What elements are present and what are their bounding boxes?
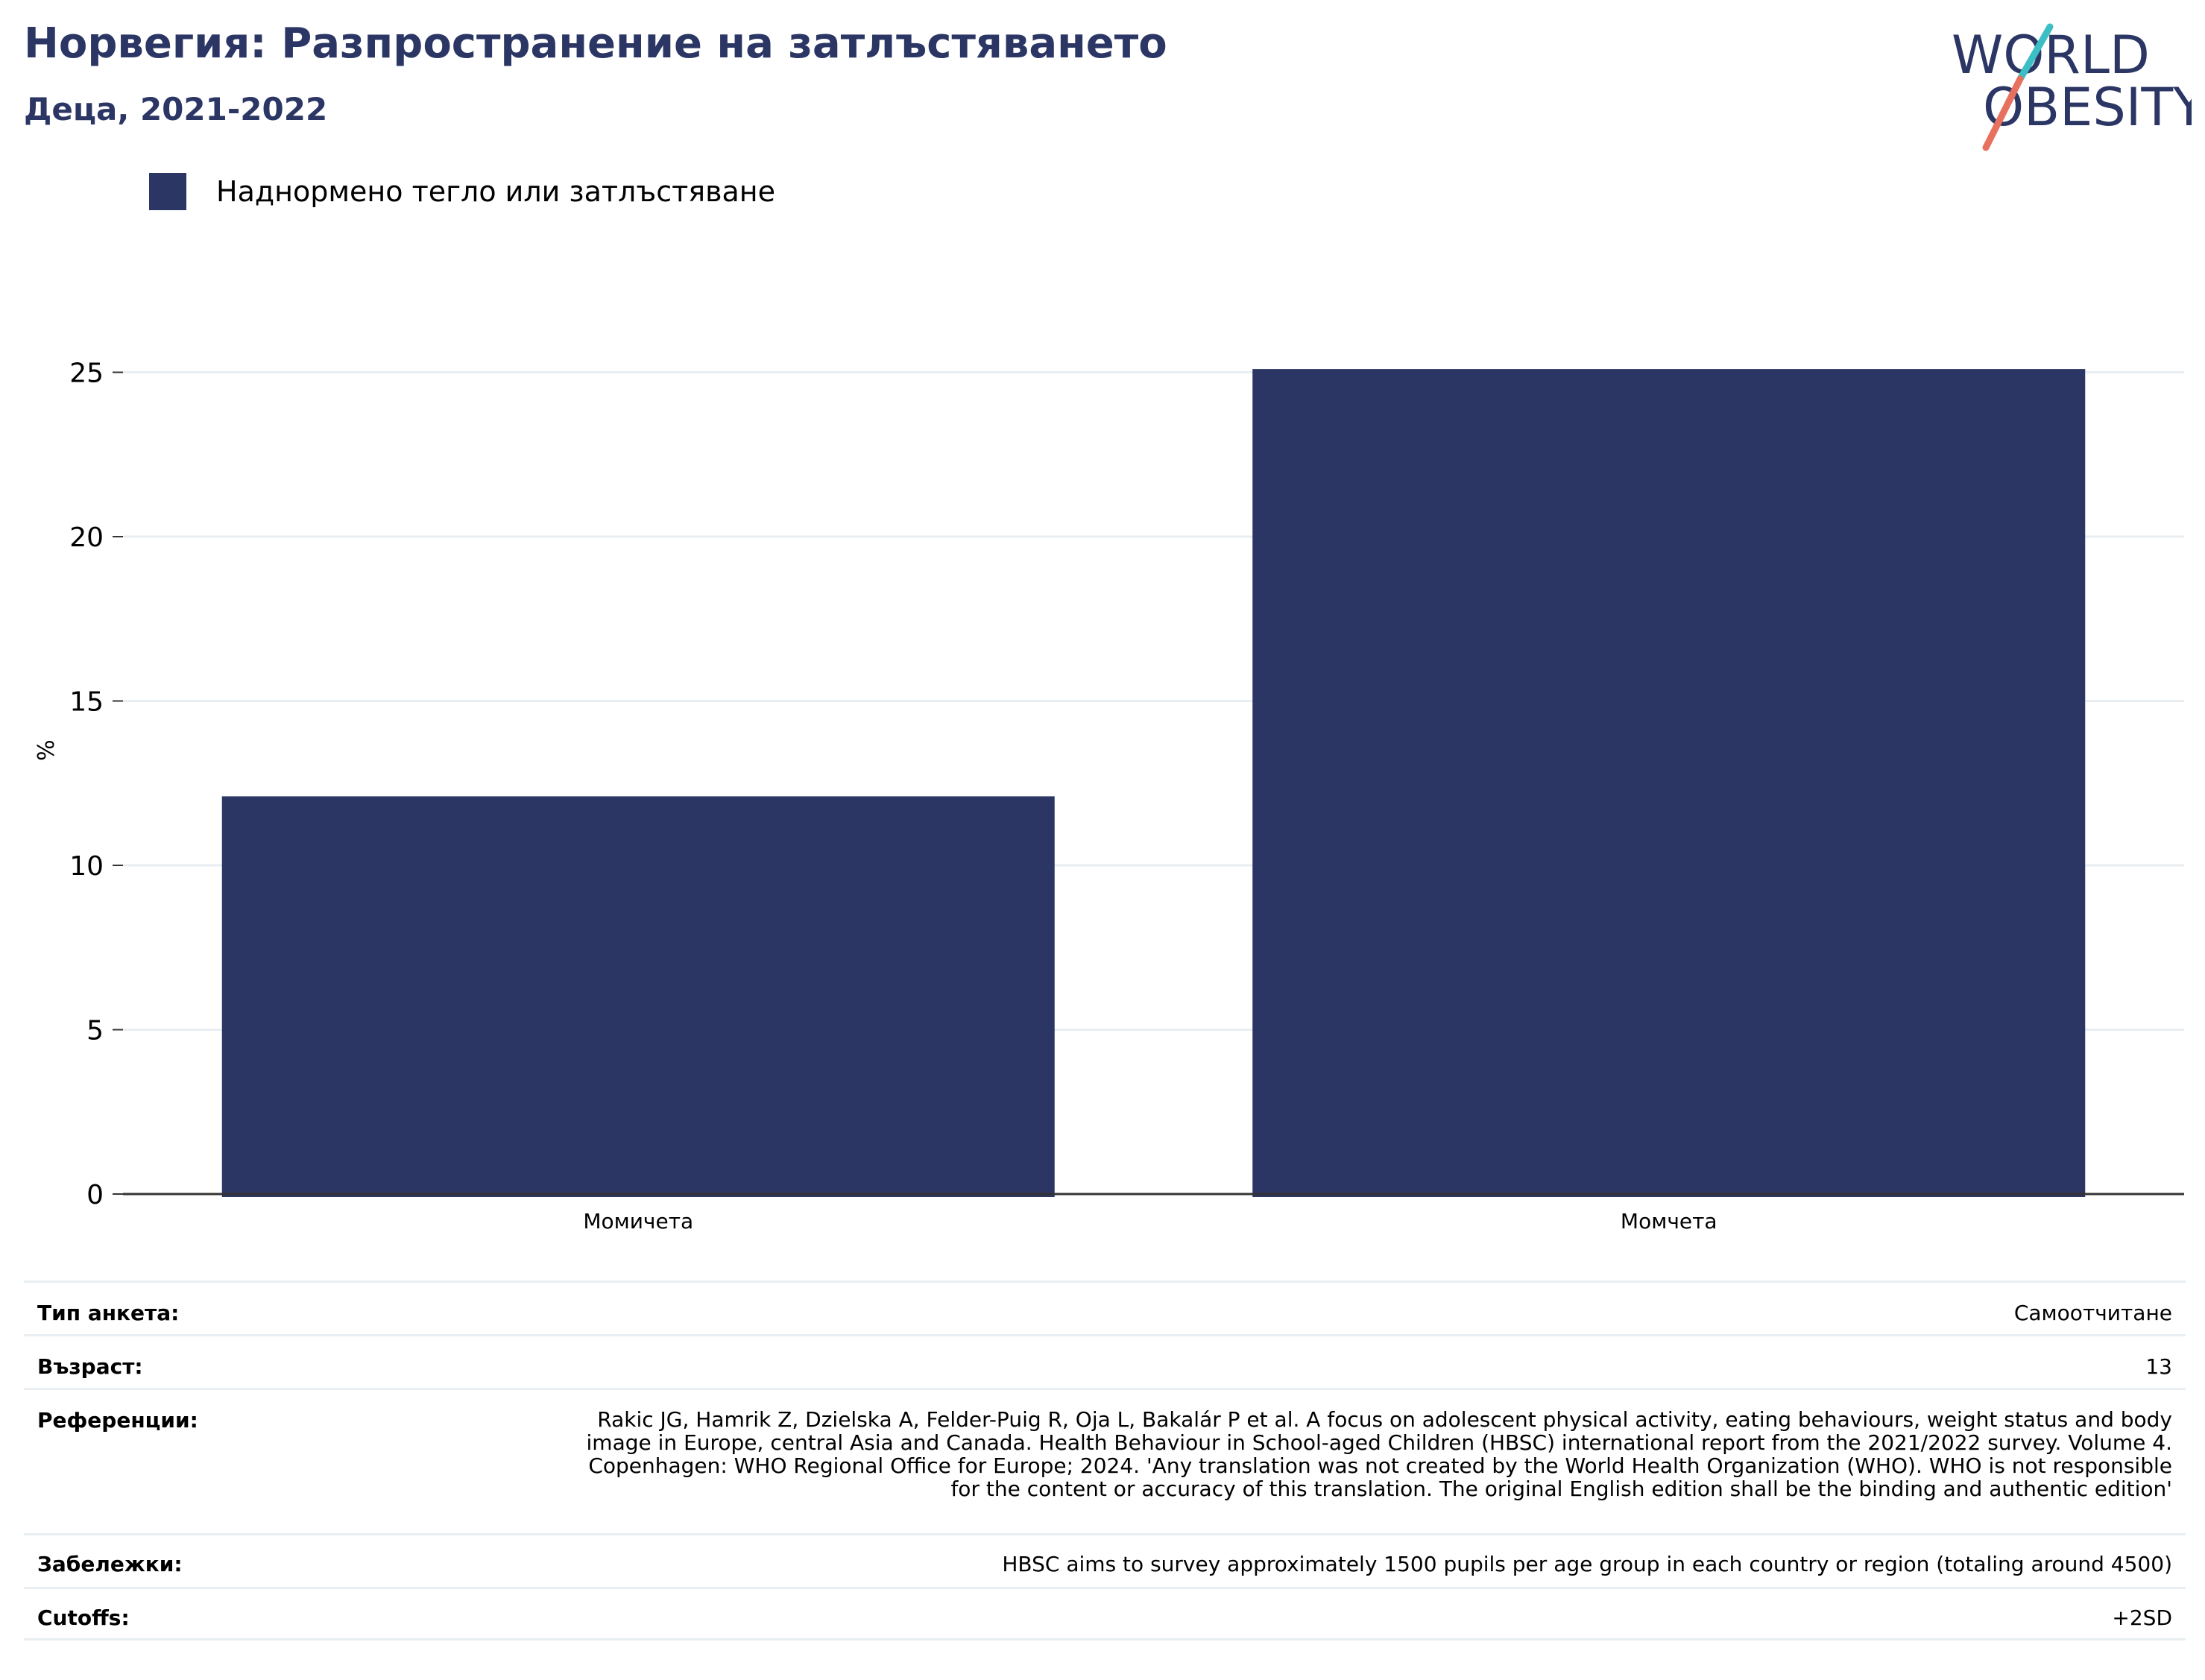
chart-title: Норвегия: Разпространение на затлъстяван…: [24, 19, 1167, 68]
y-tick-label-20: 20: [69, 522, 104, 553]
logo-slash-top: [2016, 23, 2054, 83]
bar-1: [221, 796, 1055, 1197]
info-key-cutoffs: Cutoffs:: [37, 1605, 130, 1630]
x-tick-label-1: Момичета: [583, 1209, 693, 1234]
chart-subtitle: Деца, 2021-2022: [24, 91, 328, 127]
y-tick-label-5: 5: [86, 1016, 104, 1046]
world-obesity-logo: WORLD OBESITY: [1952, 23, 2192, 151]
info-value-references: Rakic JG, Hamrik Z, Dzielska A, Felder-P…: [586, 1407, 2172, 1501]
info-row-age: Възраст: 13: [24, 1334, 2186, 1388]
y-tick-label-10: 10: [69, 851, 104, 882]
legend-label: Наднормено тегло или затлъстяване: [216, 175, 775, 208]
info-key-references: Референции:: [37, 1408, 198, 1433]
info-row-survey-type: Тип анкета: Самоотчитане: [24, 1280, 2186, 1334]
info-row-references: Референции: Rakic JG, Hamrik Z, Dzielska…: [24, 1388, 2186, 1533]
logo-slash-bottom: [1982, 75, 2024, 151]
info-value-notes: HBSC aims to survey approximately 1500 p…: [1002, 1552, 2172, 1576]
y-axis-label: %: [34, 739, 60, 761]
info-value-survey-type: Самоотчитане: [2013, 1301, 2172, 1325]
info-key-age: Възраст:: [37, 1354, 143, 1379]
y-tick-label-25: 25: [69, 359, 104, 389]
bar-2: [1252, 369, 2086, 1198]
chart-legend: Наднормено тегло или затлъстяване: [149, 173, 775, 210]
y-tick-label-0: 0: [86, 1180, 104, 1210]
info-value-age: 13: [2145, 1354, 2172, 1379]
info-value-cutoffs: +2SD: [2112, 1605, 2172, 1630]
info-key-notes: Забележки:: [37, 1552, 183, 1576]
bar-chart: 0 5 10 15 20 25% Момичета Момчета: [34, 359, 2184, 1234]
info-key-survey-type: Тип анкета:: [37, 1301, 180, 1325]
info-row-notes: Забележки: HBSC aims to survey approxima…: [24, 1533, 2186, 1587]
info-table: Тип анкета: Самоотчитане Възраст: 13 Реф…: [24, 1280, 2186, 1640]
y-tick-label-15: 15: [69, 687, 104, 718]
x-tick-label-2: Момчета: [1621, 1209, 1717, 1234]
info-row-cutoffs: Cutoffs: +2SD: [24, 1587, 2186, 1640]
legend-swatch: [149, 173, 186, 210]
logo-line-world: WORLD: [1952, 25, 2150, 86]
